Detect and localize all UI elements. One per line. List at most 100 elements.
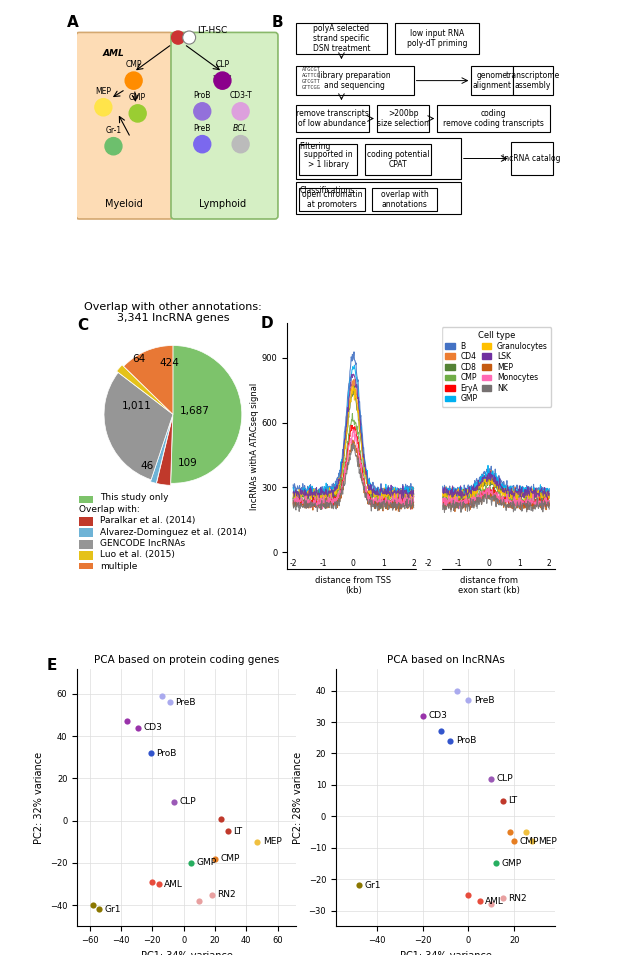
Text: ProB: ProB xyxy=(456,736,476,746)
FancyBboxPatch shape xyxy=(299,144,357,175)
FancyBboxPatch shape xyxy=(171,32,278,219)
Text: Gr1: Gr1 xyxy=(364,881,381,890)
Title: PCA based on protein coding genes: PCA based on protein coding genes xyxy=(94,655,280,665)
Point xyxy=(486,897,496,912)
Text: open chromatin
at promoters: open chromatin at promoters xyxy=(302,190,363,209)
Point xyxy=(486,771,496,786)
Text: GMP: GMP xyxy=(197,859,217,867)
Text: -2: -2 xyxy=(425,559,433,567)
Text: LT: LT xyxy=(508,796,518,805)
Circle shape xyxy=(232,136,249,153)
Text: GMP: GMP xyxy=(502,859,521,868)
Point xyxy=(528,834,537,849)
Point xyxy=(146,746,155,761)
Point xyxy=(498,890,508,905)
Point xyxy=(418,708,428,723)
Point xyxy=(452,683,462,698)
Text: MEP: MEP xyxy=(263,838,281,846)
Legend: B, CD4, CD8, CMP, EryA, GMP, Granulocytes, LSK, MEP, Monocytes, NK: B, CD4, CD8, CMP, EryA, GMP, Granulocyte… xyxy=(442,328,552,407)
Text: AML: AML xyxy=(102,50,125,58)
FancyBboxPatch shape xyxy=(471,66,513,95)
Point xyxy=(445,733,455,749)
Point xyxy=(223,823,233,838)
Text: CLP: CLP xyxy=(180,797,196,806)
FancyBboxPatch shape xyxy=(513,66,553,95)
Point xyxy=(354,878,364,893)
FancyBboxPatch shape xyxy=(76,32,173,219)
Text: A: A xyxy=(67,15,79,30)
Text: GMP: GMP xyxy=(129,93,146,102)
Text: CMP: CMP xyxy=(125,60,142,70)
Circle shape xyxy=(194,136,211,153)
FancyBboxPatch shape xyxy=(296,138,461,179)
Text: CMP: CMP xyxy=(520,837,539,846)
Point xyxy=(165,695,175,711)
Point xyxy=(252,835,262,850)
Text: MEP: MEP xyxy=(538,837,557,846)
Text: 1: 1 xyxy=(517,559,521,567)
Y-axis label: PC2: 32% variance: PC2: 32% variance xyxy=(35,752,44,843)
FancyBboxPatch shape xyxy=(511,142,553,175)
Text: -1: -1 xyxy=(455,559,463,567)
Point xyxy=(521,824,531,839)
Text: MEP: MEP xyxy=(96,87,111,96)
FancyBboxPatch shape xyxy=(395,23,479,53)
Circle shape xyxy=(129,105,146,122)
Text: supported in
> 1 library: supported in > 1 library xyxy=(304,150,353,169)
Text: AML: AML xyxy=(164,880,183,888)
Text: lncRNA catalog: lncRNA catalog xyxy=(502,154,561,163)
Title: PCA based on lncRNAs: PCA based on lncRNAs xyxy=(387,655,505,665)
Y-axis label: lncRNAs withA ATACseq signal: lncRNAs withA ATACseq signal xyxy=(250,383,259,510)
Text: -2: -2 xyxy=(289,559,297,567)
Point xyxy=(436,724,446,739)
Text: 2: 2 xyxy=(547,559,552,567)
Point xyxy=(509,834,519,849)
Text: Classifications: Classifications xyxy=(299,185,355,195)
Text: LT-HSC: LT-HSC xyxy=(197,26,228,35)
FancyBboxPatch shape xyxy=(377,105,429,132)
Text: CLP: CLP xyxy=(497,775,513,783)
Circle shape xyxy=(105,138,122,155)
Text: overlap with
annotations: overlap with annotations xyxy=(381,190,428,209)
Point xyxy=(94,902,104,917)
Text: coding potential
CPAT: coding potential CPAT xyxy=(366,150,429,169)
Text: RN2: RN2 xyxy=(217,890,236,900)
Point xyxy=(88,898,97,913)
Text: ProB: ProB xyxy=(156,749,176,757)
Circle shape xyxy=(95,98,112,116)
Circle shape xyxy=(214,72,231,89)
Point xyxy=(133,720,143,735)
Point xyxy=(157,689,167,704)
Text: coding
remove coding transcripts: coding remove coding transcripts xyxy=(443,109,544,128)
Y-axis label: PC2: 28% variance: PC2: 28% variance xyxy=(293,752,303,843)
Text: AML: AML xyxy=(486,897,504,905)
Point xyxy=(491,856,501,871)
FancyBboxPatch shape xyxy=(296,23,387,53)
Text: D: D xyxy=(260,316,273,331)
Text: CD3: CD3 xyxy=(144,723,163,732)
Text: PreB: PreB xyxy=(474,695,494,705)
FancyBboxPatch shape xyxy=(296,105,369,132)
Text: remove transcripts
of low abundance: remove transcripts of low abundance xyxy=(296,109,369,128)
Text: CMP: CMP xyxy=(220,854,240,863)
Text: ProB: ProB xyxy=(194,91,211,100)
Text: low input RNA
poly-dT priming: low input RNA poly-dT priming xyxy=(407,29,468,49)
Text: transcriptome
assembly: transcriptome assembly xyxy=(506,71,560,91)
Point xyxy=(217,811,226,826)
Text: Myeloid: Myeloid xyxy=(105,199,143,209)
FancyBboxPatch shape xyxy=(371,188,437,211)
Point xyxy=(210,851,220,866)
Point xyxy=(194,893,204,908)
Text: distance from TSS
(kb): distance from TSS (kb) xyxy=(315,576,391,595)
Text: CD3-T: CD3-T xyxy=(230,91,252,100)
Circle shape xyxy=(232,103,249,120)
Point xyxy=(463,887,473,902)
Point xyxy=(498,793,508,808)
Point xyxy=(154,877,164,892)
Text: LT: LT xyxy=(233,827,242,836)
Text: Filtering: Filtering xyxy=(299,142,331,151)
Text: >200bp
size selection: >200bp size selection xyxy=(377,109,429,128)
FancyBboxPatch shape xyxy=(296,66,413,95)
Text: library preparation
and sequencing: library preparation and sequencing xyxy=(318,71,391,91)
Text: Gr1: Gr1 xyxy=(104,905,121,914)
